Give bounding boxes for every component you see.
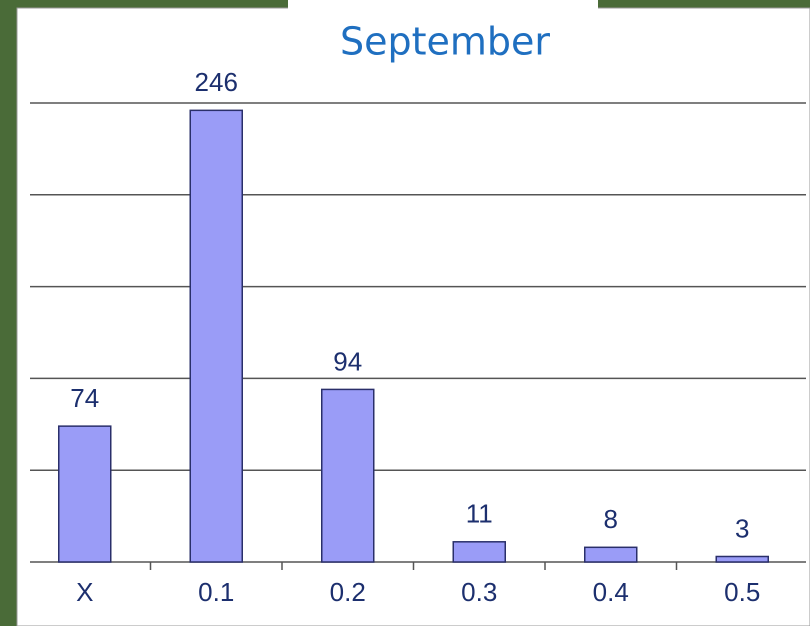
bar: [585, 547, 637, 562]
value-label: 94: [333, 346, 362, 376]
bar: [453, 542, 505, 562]
bar: [190, 110, 242, 562]
title-backdrop: [288, 0, 598, 14]
chart-area: [17, 8, 810, 626]
page: {"chart_data": {"type": "bar", "title": …: [0, 0, 810, 626]
value-label: 8: [604, 504, 618, 534]
value-label: 11: [466, 499, 493, 529]
x-tick-label: 0.1: [198, 577, 234, 607]
value-label: 246: [195, 67, 238, 97]
value-label: 3: [735, 513, 749, 543]
x-tick-label: X: [76, 577, 93, 607]
x-tick-label: 0.5: [724, 577, 760, 607]
bar: [59, 426, 111, 562]
x-tick-label: 0.2: [330, 577, 366, 607]
x-tick-label: 0.3: [461, 577, 497, 607]
bar: [322, 389, 374, 562]
bar: [716, 556, 768, 562]
chart: September X 74 0.1 246 0.2 94 0.3 11 0.4 8 0.5 3: [0, 0, 810, 626]
chart-title: September: [340, 20, 550, 64]
value-label: 74: [70, 383, 99, 413]
x-tick-label: 0.4: [593, 577, 629, 607]
